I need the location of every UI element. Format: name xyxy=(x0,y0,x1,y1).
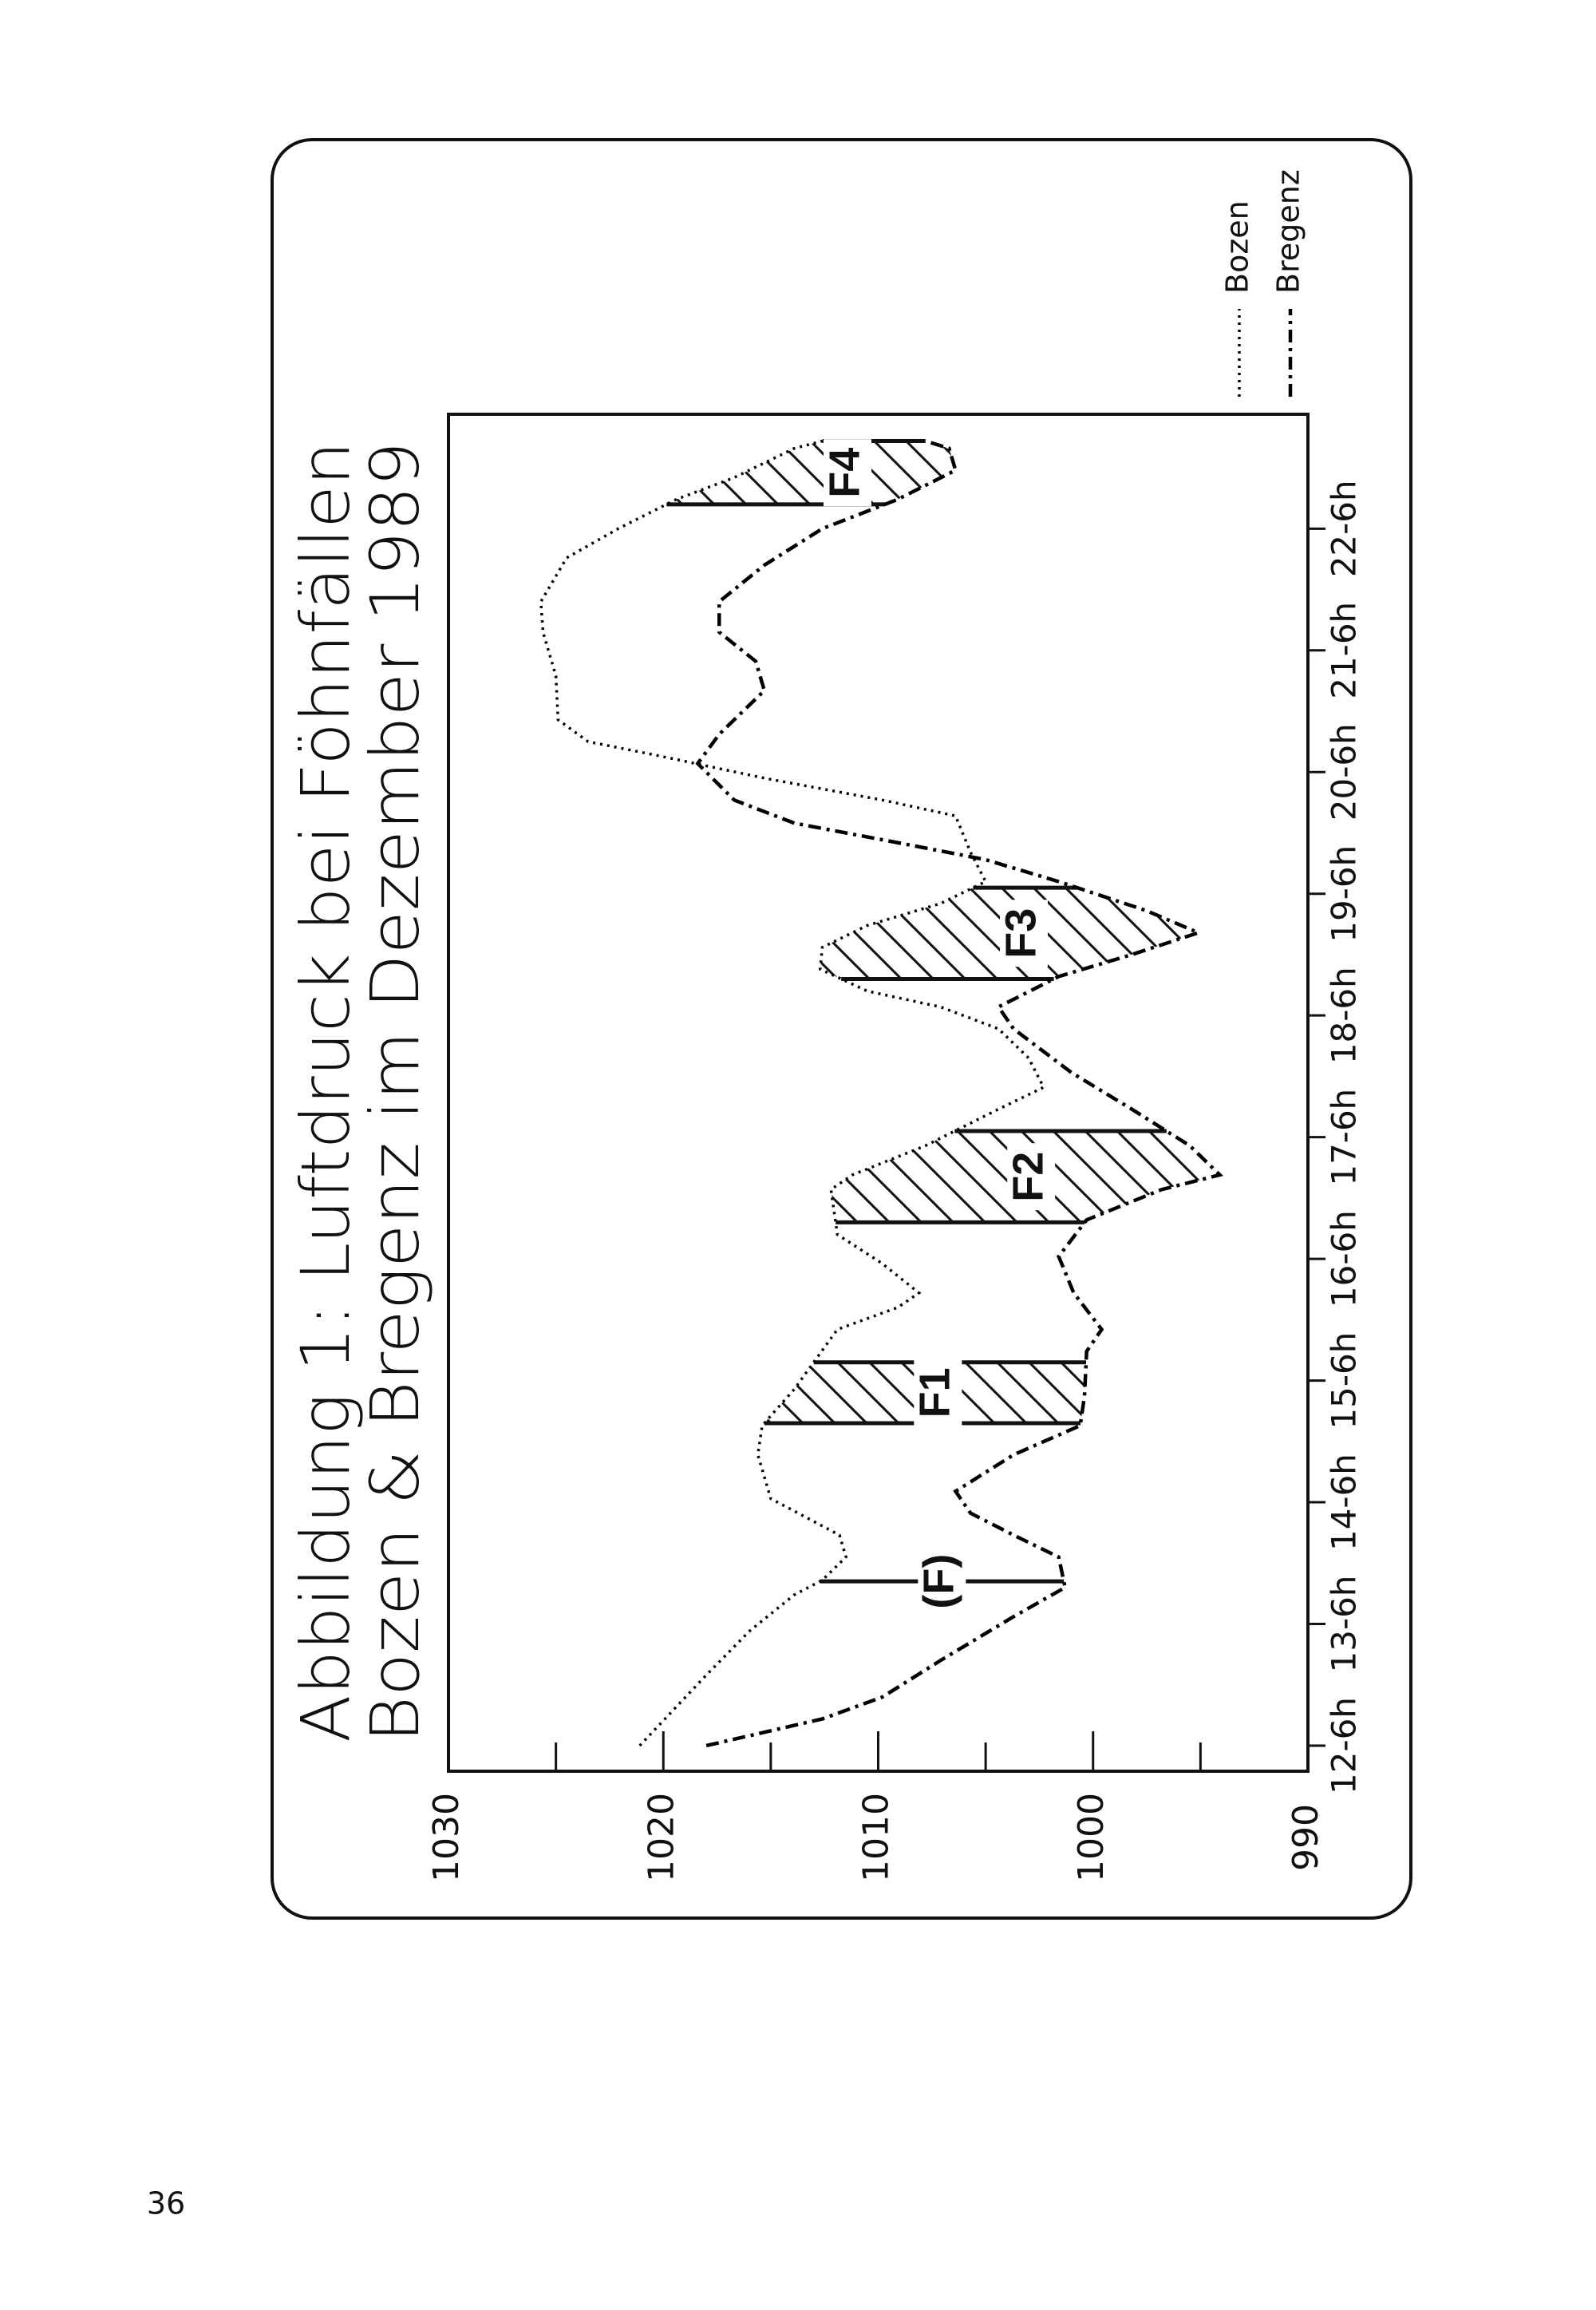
series-line xyxy=(539,439,1046,1747)
plot-frame xyxy=(447,413,1310,1773)
series-line xyxy=(695,439,1224,1748)
x-tick-label: 15-6h xyxy=(1325,1332,1364,1430)
y-tick-label: 1020 xyxy=(641,1793,681,1882)
legend-label: Bozen xyxy=(1220,200,1255,294)
y-tick-label: 1030 xyxy=(426,1793,467,1882)
label-bg xyxy=(824,439,872,507)
period-label: F3 xyxy=(997,908,1045,959)
x-tick-label: 22-6h xyxy=(1325,480,1364,577)
period-label: F2 xyxy=(1004,1152,1052,1202)
legend-label: Bregenz xyxy=(1271,169,1306,294)
x-tick-label: 16-6h xyxy=(1325,1210,1364,1307)
period-label: F4 xyxy=(820,448,868,498)
x-tick-label: 21-6h xyxy=(1325,602,1364,699)
y-tick-label: 990 xyxy=(1286,1804,1326,1871)
foehn-shading xyxy=(666,441,956,504)
chart: Abbildung 1: Luftdruck bei FöhnfällenBoz… xyxy=(286,169,1364,1882)
x-tick-label: 18-6h xyxy=(1325,967,1364,1064)
page-number: 36 xyxy=(147,2186,185,2221)
label-bg xyxy=(914,1359,962,1426)
period-label: (F) xyxy=(915,1554,963,1609)
x-tick-label: 13-6h xyxy=(1325,1576,1364,1673)
chart-title: Abbildung 1: Luftdruck bei Föhnfällen xyxy=(286,441,365,1742)
x-tick-label: 17-6h xyxy=(1325,1089,1364,1186)
x-tick-label: 14-6h xyxy=(1325,1454,1364,1551)
figure-frame xyxy=(271,138,1412,1920)
label-bg xyxy=(1007,1143,1056,1211)
x-tick-label: 12-6h xyxy=(1325,1697,1364,1794)
label-bg xyxy=(918,1548,966,1616)
y-tick-label: 1000 xyxy=(1071,1793,1112,1882)
x-tick-label: 20-6h xyxy=(1325,723,1364,821)
x-tick-label: 19-6h xyxy=(1325,845,1364,943)
chart-subtitle: Bozen & Bregenz im Dezember 1989 xyxy=(356,441,434,1742)
y-tick-label: 1010 xyxy=(856,1793,897,1882)
label-bg xyxy=(999,900,1048,967)
period-label: F1 xyxy=(911,1367,959,1418)
